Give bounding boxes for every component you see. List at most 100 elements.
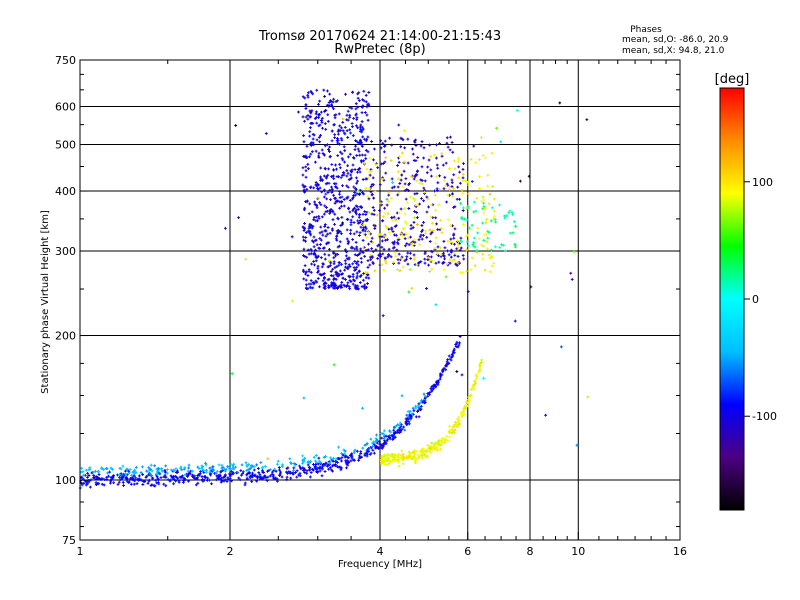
data-point — [332, 123, 336, 127]
data-point — [439, 442, 443, 446]
data-point — [324, 192, 328, 196]
data-point — [427, 158, 431, 162]
data-point — [358, 170, 362, 174]
data-point — [357, 253, 361, 256]
data-point — [431, 387, 435, 391]
data-point — [452, 258, 456, 262]
data-point — [336, 245, 340, 249]
data-point — [445, 182, 449, 186]
data-point — [428, 391, 432, 394]
data-point — [465, 269, 469, 273]
data-point — [396, 242, 400, 246]
data-point — [356, 260, 360, 263]
data-point — [183, 477, 186, 481]
data-point — [322, 212, 326, 216]
data-point — [335, 199, 339, 203]
data-point — [330, 284, 334, 288]
data-point — [439, 447, 442, 451]
data-point — [425, 210, 429, 214]
data-point — [363, 229, 367, 233]
data-point — [449, 224, 452, 227]
data-point — [111, 474, 115, 478]
data-point — [309, 111, 313, 115]
data-point — [361, 238, 365, 242]
data-point — [94, 483, 98, 486]
data-point — [472, 236, 476, 240]
data-point — [260, 466, 264, 470]
data-point — [504, 249, 507, 253]
data-point — [320, 467, 324, 471]
data-point — [472, 383, 476, 387]
data-point — [468, 227, 472, 231]
data-point — [345, 455, 349, 459]
data-point — [482, 205, 486, 208]
data-point — [406, 251, 410, 255]
data-point — [243, 483, 247, 487]
data-point — [252, 465, 256, 468]
data-point — [339, 176, 343, 180]
data-point — [331, 463, 335, 467]
data-point — [383, 437, 387, 441]
data-point — [365, 167, 369, 171]
data-point — [320, 178, 324, 182]
chart-subtitle: RwPretec (8p) — [334, 42, 425, 57]
data-point — [354, 204, 358, 208]
data-point — [372, 196, 376, 200]
data-point — [255, 479, 258, 483]
data-point — [314, 149, 318, 153]
data-point — [474, 161, 478, 165]
data-point — [337, 112, 341, 116]
data-point — [445, 136, 449, 140]
data-point — [483, 156, 487, 160]
data-point — [330, 190, 334, 194]
data-point — [323, 277, 326, 280]
data-point — [298, 472, 302, 475]
data-point — [168, 479, 172, 483]
data-point — [357, 458, 360, 462]
data-point — [217, 463, 221, 467]
data-point — [340, 452, 344, 455]
data-point — [338, 190, 342, 194]
data-point — [489, 248, 493, 252]
data-point — [463, 405, 467, 409]
data-point — [358, 188, 362, 192]
data-point — [131, 476, 135, 480]
data-point — [436, 245, 440, 249]
data-point — [420, 179, 424, 182]
data-point — [364, 276, 368, 280]
data-point — [268, 474, 272, 478]
data-point — [317, 113, 321, 117]
data-point — [414, 406, 418, 410]
data-point — [128, 468, 132, 471]
data-point — [466, 180, 470, 184]
data-point — [329, 261, 333, 265]
data-point — [459, 202, 462, 205]
data-point — [389, 196, 393, 200]
data-point — [411, 240, 415, 244]
data-point — [266, 475, 270, 479]
data-point — [402, 455, 405, 459]
data-point — [130, 474, 134, 477]
data-point — [396, 185, 400, 189]
data-point — [187, 479, 190, 483]
data-point — [288, 471, 292, 475]
data-point — [346, 171, 350, 175]
data-point — [354, 102, 358, 106]
data-point — [354, 107, 358, 111]
data-point — [173, 474, 177, 478]
data-point — [409, 251, 412, 255]
data-point — [346, 265, 350, 269]
data-point — [302, 238, 306, 242]
data-point — [343, 160, 346, 164]
data-point — [293, 463, 297, 467]
data-point — [466, 233, 470, 237]
data-point — [363, 254, 367, 258]
data-point — [333, 136, 337, 140]
data-point — [419, 404, 423, 408]
data-point — [349, 459, 353, 463]
data-point — [470, 256, 474, 260]
data-point — [86, 471, 90, 475]
data-point — [248, 475, 252, 478]
data-point — [358, 231, 362, 235]
data-point — [412, 238, 416, 242]
